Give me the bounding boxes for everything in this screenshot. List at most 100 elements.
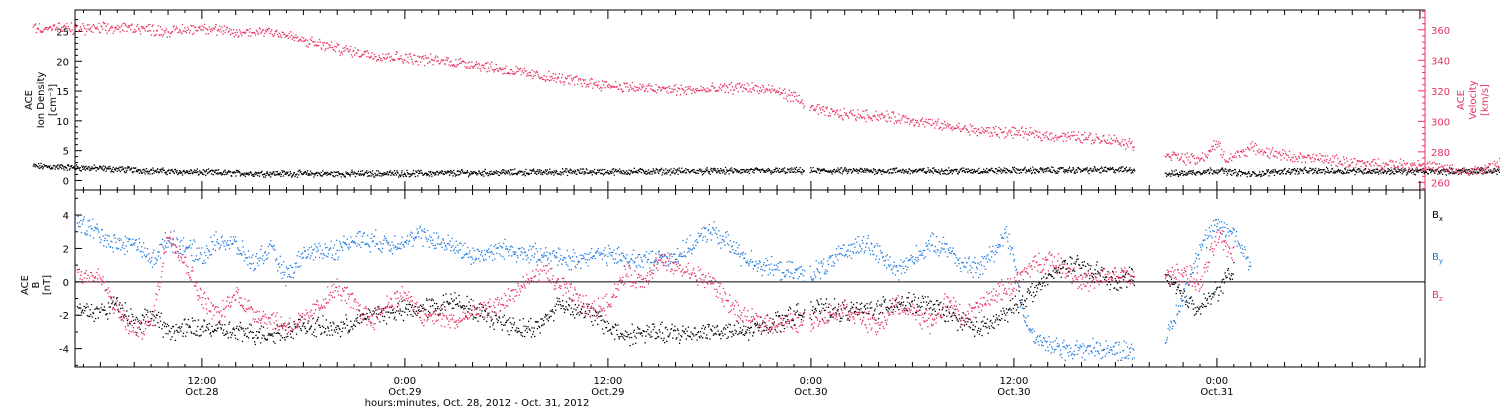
velocity-series-point (626, 83, 628, 85)
velocity-series-point (587, 86, 589, 88)
ion-density-series-point (1281, 170, 1283, 172)
ion-density-series-point (346, 173, 348, 175)
velocity-series-point (484, 62, 487, 65)
ion-density-series-point (1070, 170, 1072, 173)
ion-density-series-point (55, 166, 58, 168)
ion-density-series-point (109, 165, 111, 168)
ion-density-series-point (366, 172, 368, 175)
ion-density-series-point (901, 169, 904, 171)
ion-density-series-point (1045, 170, 1048, 172)
velocity-series-point (79, 26, 82, 28)
velocity-series-point (1078, 138, 1080, 140)
velocity-series-point (253, 32, 255, 34)
velocity-series-point (463, 61, 465, 63)
ion-density-series-point (647, 169, 650, 171)
velocity-series-point (842, 119, 844, 121)
velocity-series-point (1068, 136, 1071, 138)
ion-density-series-point (768, 170, 770, 172)
ion-density-series-point (334, 176, 336, 178)
ion-density-series-point (248, 173, 251, 175)
velocity-series-point (130, 28, 132, 31)
ion-density-series-point (332, 175, 335, 177)
ion-density-series-point (702, 170, 704, 172)
velocity-series-point (1384, 166, 1386, 168)
ion-density-series-point (1460, 169, 1462, 171)
velocity-series-point (685, 86, 687, 88)
ion-density-series-point (182, 170, 184, 173)
ion-density-series-point (511, 172, 513, 174)
ion-density-series-point (1293, 168, 1296, 170)
ion-density-series-point (507, 169, 509, 172)
ion-density-series-point (601, 173, 603, 175)
ion-density-series-point (606, 172, 608, 174)
ion-density-series-point (1234, 169, 1236, 171)
ion-density-series-point (1348, 172, 1350, 174)
velocity-series-point (685, 93, 688, 95)
velocity-series-point (491, 69, 494, 71)
velocity-series-point (639, 83, 641, 85)
ion-density-series-point (578, 171, 580, 173)
velocity-series-point (479, 68, 481, 70)
ion-density-series-point (725, 172, 727, 174)
velocity-series-point (204, 27, 207, 29)
velocity-series-point (248, 31, 251, 33)
ion-density-series-point (949, 171, 952, 173)
ion-density-series-point (1489, 171, 1491, 173)
velocity-series-point (291, 38, 293, 40)
ion-density-series-point (883, 171, 885, 174)
ion-density-series-point (315, 172, 317, 174)
ion-density-series-point (341, 172, 344, 175)
ion-density-series-point (610, 172, 612, 175)
velocity-series-point (730, 89, 732, 91)
velocity-series-point (836, 109, 838, 111)
ion-density-series-point (640, 171, 643, 174)
ion-density-series-point (568, 171, 570, 174)
velocity-series-point (275, 30, 277, 33)
velocity-series-point (1104, 140, 1106, 142)
ion-density-series-point (570, 172, 572, 174)
ion-density-series-point (709, 173, 711, 175)
velocity-series-point (1404, 168, 1406, 170)
velocity-series-point (1208, 150, 1210, 152)
ion-density-series-point (1069, 169, 1071, 172)
velocity-series-point (875, 110, 877, 112)
velocity-series-point (1011, 126, 1013, 129)
velocity-series-point (631, 88, 633, 90)
velocity-series-point (422, 55, 424, 57)
ion-density-series-point (1447, 170, 1450, 173)
ion-density-series-point (629, 173, 631, 176)
ion-density-series-point (361, 173, 363, 175)
ion-density-series-point (1025, 169, 1027, 171)
velocity-series-point (832, 110, 834, 113)
velocity-series-point (89, 29, 91, 31)
velocity-series-point (1222, 154, 1224, 156)
velocity-series-point (984, 129, 986, 132)
velocity-series-point (1343, 158, 1345, 161)
velocity-series-point (441, 59, 443, 62)
velocity-series-point (1240, 150, 1243, 152)
velocity-series-point (928, 123, 930, 125)
ion-density-series-point (486, 172, 489, 174)
ion-density-series-point (1320, 169, 1322, 171)
velocity-series-point (1275, 155, 1277, 157)
ion-density-series-point (1076, 171, 1078, 173)
velocity-series-point (712, 85, 714, 87)
ion-density-series-point (955, 168, 957, 171)
velocity-series-point (486, 71, 488, 73)
velocity-series-point (1329, 158, 1332, 160)
velocity-series-point (317, 41, 319, 43)
ion-density-series-point (1422, 167, 1424, 170)
ion-density-series-point (673, 167, 675, 170)
ion-density-series-point (1294, 173, 1296, 175)
ion-density-series-point (726, 169, 728, 171)
velocity-series-point (811, 104, 813, 107)
velocity-series-point (195, 29, 197, 31)
velocity-series-point (831, 108, 833, 111)
velocity-series-point (129, 24, 131, 27)
ion-density-series-point (646, 173, 648, 175)
velocity-series-point (717, 90, 720, 92)
ion-density-series-point (569, 168, 571, 170)
velocity-series-point (1121, 141, 1123, 143)
velocity-series-point (1339, 161, 1341, 163)
velocity-series-point (313, 44, 315, 47)
